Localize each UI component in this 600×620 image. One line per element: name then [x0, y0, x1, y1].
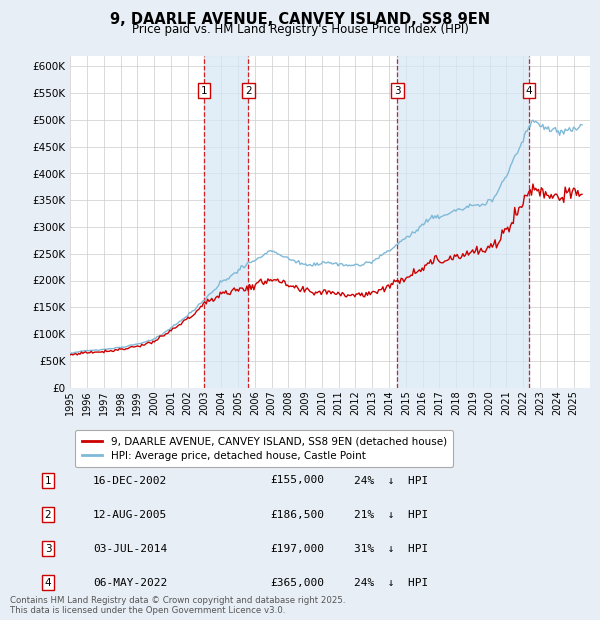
- Text: 24%  ↓  HPI: 24% ↓ HPI: [354, 476, 428, 485]
- Text: £197,000: £197,000: [270, 544, 324, 554]
- Text: £155,000: £155,000: [270, 476, 324, 485]
- Text: 9, DAARLE AVENUE, CANVEY ISLAND, SS8 9EN: 9, DAARLE AVENUE, CANVEY ISLAND, SS8 9EN: [110, 12, 490, 27]
- Text: 1: 1: [200, 86, 207, 95]
- Text: 24%  ↓  HPI: 24% ↓ HPI: [354, 578, 428, 588]
- Text: 3: 3: [44, 544, 52, 554]
- Bar: [397, 56, 529, 388]
- Text: Price paid vs. HM Land Registry's House Price Index (HPI): Price paid vs. HM Land Registry's House …: [131, 23, 469, 36]
- Text: 3: 3: [394, 86, 401, 95]
- Bar: [204, 56, 248, 388]
- Text: 1: 1: [44, 476, 52, 485]
- Text: 2: 2: [245, 86, 252, 95]
- Text: 31%  ↓  HPI: 31% ↓ HPI: [354, 544, 428, 554]
- Text: 03-JUL-2014: 03-JUL-2014: [93, 544, 167, 554]
- Text: 4: 4: [526, 86, 532, 95]
- Text: 2: 2: [44, 510, 52, 520]
- Legend: 9, DAARLE AVENUE, CANVEY ISLAND, SS8 9EN (detached house), HPI: Average price, d: 9, DAARLE AVENUE, CANVEY ISLAND, SS8 9EN…: [76, 430, 453, 467]
- Text: Contains HM Land Registry data © Crown copyright and database right 2025.
This d: Contains HM Land Registry data © Crown c…: [10, 596, 346, 615]
- Text: 16-DEC-2002: 16-DEC-2002: [93, 476, 167, 485]
- Text: 06-MAY-2022: 06-MAY-2022: [93, 578, 167, 588]
- Text: 21%  ↓  HPI: 21% ↓ HPI: [354, 510, 428, 520]
- Text: £186,500: £186,500: [270, 510, 324, 520]
- Text: £365,000: £365,000: [270, 578, 324, 588]
- Text: 12-AUG-2005: 12-AUG-2005: [93, 510, 167, 520]
- Text: 4: 4: [44, 578, 52, 588]
